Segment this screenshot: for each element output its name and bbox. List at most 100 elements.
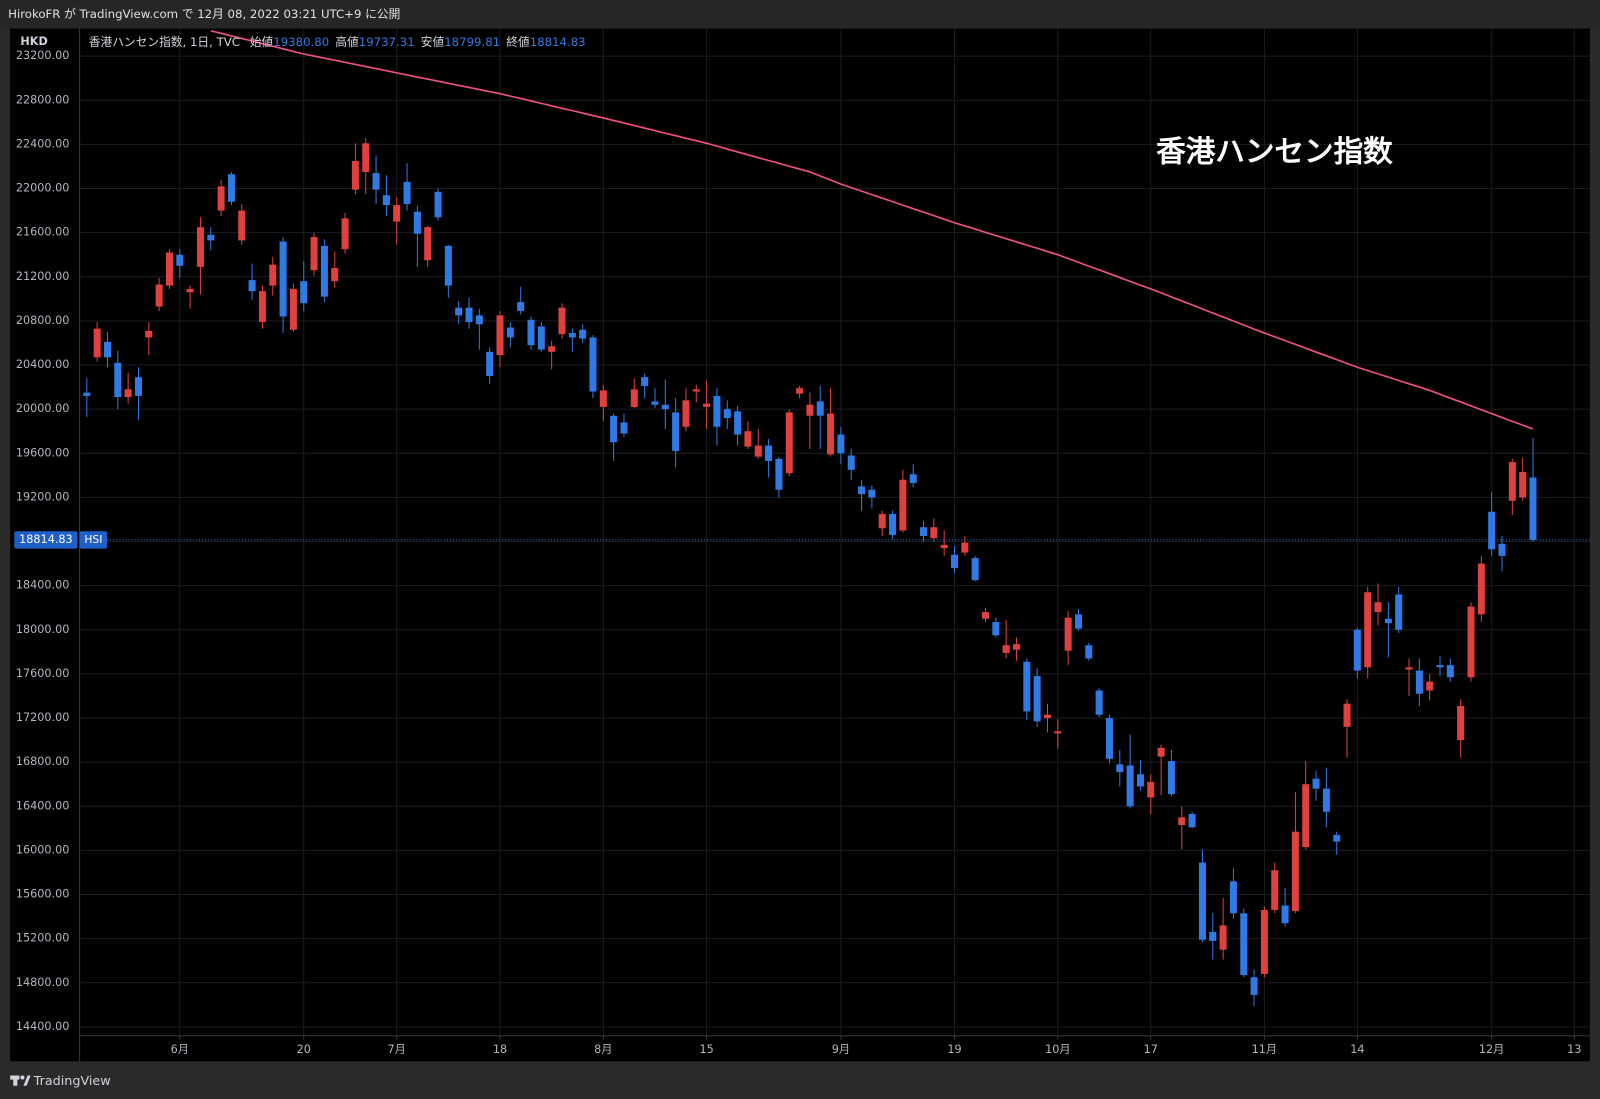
candle-body	[413, 211, 421, 234]
legend-field-value: 18814.83	[530, 34, 586, 48]
candle-body	[816, 401, 824, 416]
candle-body	[165, 252, 173, 286]
legend-field-name: 始値	[250, 34, 274, 48]
candle-body	[1002, 645, 1010, 653]
candle-body	[713, 395, 721, 427]
currency: HKD	[20, 35, 47, 48]
y-tick-label: 16400.00	[16, 799, 70, 812]
candle-body	[723, 409, 731, 418]
candle-body	[930, 527, 938, 539]
price-tag-label: 18814.83	[19, 533, 73, 546]
candle-body	[1291, 831, 1299, 912]
candle-body	[196, 227, 204, 267]
candle-body	[765, 445, 773, 462]
logo-part	[23, 1075, 31, 1086]
y-tick-label: 17200.00	[16, 711, 70, 724]
y-tick-label: 19200.00	[16, 490, 70, 503]
footer-brand: TradingView	[33, 1074, 111, 1089]
candle-body	[1488, 511, 1496, 550]
candle-body	[1074, 614, 1082, 629]
candle-body	[1281, 905, 1289, 924]
candle-body	[1188, 813, 1196, 828]
candle-body	[1415, 670, 1423, 694]
candle-body	[258, 291, 266, 323]
x-tick-label: 15	[699, 1043, 713, 1056]
x-tick-label: 13	[1567, 1043, 1581, 1056]
candle-body	[465, 307, 473, 323]
candle-body	[1302, 784, 1310, 848]
y-tick-label: 22800.00	[16, 93, 70, 106]
candle-body	[207, 234, 215, 241]
y-tick-label: 23200.00	[16, 49, 70, 62]
candle-body	[1529, 477, 1537, 540]
candle-body	[1105, 718, 1113, 759]
y-tick-label: 21200.00	[16, 270, 70, 283]
y-tick-label: 14400.00	[16, 1020, 70, 1033]
candle-body	[641, 377, 649, 386]
y-tick-label: 16800.00	[16, 755, 70, 768]
candle-body	[1260, 909, 1268, 974]
legend-field-value: 19380.80	[273, 34, 329, 48]
x-tick-label: 7月	[388, 1043, 406, 1056]
candle-body	[279, 241, 287, 317]
y-tick-label: 14800.00	[16, 976, 70, 989]
top-bar	[0, 0, 1600, 29]
candle-body	[269, 264, 277, 286]
x-tick-label: 9月	[832, 1043, 850, 1056]
candle-body	[558, 307, 566, 335]
chart-area	[10, 28, 1590, 1062]
y-tick-label: 20000.00	[16, 402, 70, 415]
candle-body	[506, 327, 514, 338]
candle-body	[899, 479, 907, 531]
candle-body	[858, 486, 866, 495]
price-tag	[14, 531, 78, 549]
candle-body	[610, 415, 618, 443]
annotation: 香港ハンセン指数	[1156, 135, 1393, 169]
candle-body	[1198, 862, 1206, 940]
candle-body	[868, 489, 876, 498]
candle-body	[1250, 977, 1258, 995]
legend-field-name: 終値	[506, 34, 530, 48]
candle-body	[837, 434, 845, 454]
candle-body	[93, 328, 101, 358]
candle-body	[1519, 472, 1527, 498]
candle-body	[1374, 602, 1382, 613]
candle-body	[83, 392, 91, 396]
candle-body	[981, 612, 990, 619]
candle-body	[517, 302, 525, 311]
candle-body	[1023, 661, 1031, 712]
x-tick-label: 19	[947, 1043, 961, 1056]
candle-body	[134, 377, 142, 396]
candle-body	[1064, 617, 1072, 651]
candle-body	[155, 284, 163, 307]
candle-body	[1395, 594, 1403, 630]
legend-symbol: 香港ハンセン指数, 1日, TVC	[89, 34, 240, 48]
y-tick-label: 18000.00	[16, 623, 70, 636]
candle-body	[320, 245, 328, 297]
candle-body	[114, 362, 122, 398]
candle-body	[744, 431, 752, 447]
candle-body	[1012, 644, 1021, 650]
candle-body	[124, 389, 132, 398]
candle-body	[1095, 690, 1103, 715]
candle-body	[878, 513, 886, 529]
y-tick-label: 22000.00	[16, 182, 70, 195]
candle-body	[1085, 645, 1093, 659]
symbol-tag	[79, 531, 108, 549]
candle-body	[1477, 563, 1485, 615]
candle-body	[827, 413, 835, 455]
candle-body	[579, 329, 587, 339]
candle-body	[992, 622, 1000, 636]
candle-body	[806, 404, 814, 416]
candle-body	[103, 341, 111, 358]
candle-body	[1333, 834, 1341, 842]
candle-body	[1312, 778, 1320, 789]
symbol-tag-label: HSI	[84, 533, 102, 546]
y-tick-label: 15600.00	[16, 888, 70, 901]
x-tick-label: 14	[1350, 1043, 1364, 1056]
candle-body	[1178, 817, 1186, 826]
y-tick-label: 18400.00	[16, 579, 70, 592]
candle-body	[1457, 705, 1465, 741]
candle-body	[1136, 774, 1144, 787]
